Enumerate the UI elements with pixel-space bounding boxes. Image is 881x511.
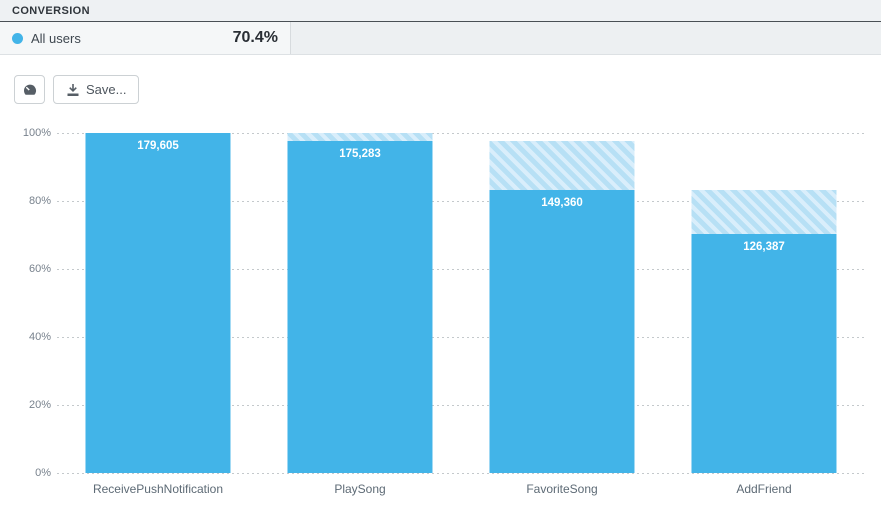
x-axis-category-label: ReceivePushNotification	[92, 482, 224, 496]
funnel-chart-x-labels: ReceivePushNotification PlaySong FavoriteS…	[57, 482, 865, 498]
legend-series-all-users[interactable]: All users 70.4%	[0, 22, 290, 54]
y-axis-tick-label: 60%	[28, 263, 51, 275]
funnel-bar[interactable]: 126,387	[691, 233, 837, 473]
funnel-bar[interactable]: 175,283	[287, 141, 433, 473]
conversion-header: CONVERSION	[0, 0, 881, 22]
funnel-chart-plot: 0% 20% 40% 60% 80% 100% 179,605 175,283 149,360 1…	[23, 127, 865, 479]
legend-row-spacer	[290, 22, 881, 54]
y-axis-tick-label: 20%	[28, 399, 51, 411]
y-axis-tick-label: 100%	[22, 127, 51, 139]
legend-row: All users 70.4%	[0, 22, 881, 55]
gridline-80	[57, 201, 865, 202]
save-button[interactable]: Save...	[53, 75, 140, 104]
save-button-label: Save...	[86, 82, 127, 97]
funnel-bar-slot: 149,360	[461, 133, 663, 473]
bar-value-label: 149,360	[541, 197, 583, 210]
gridline-0	[57, 473, 865, 474]
funnel-dropoff-segment[interactable]	[489, 141, 635, 191]
y-axis-tick-label: 40%	[28, 331, 51, 343]
funnel-bar-slot: 126,387	[663, 133, 865, 473]
conversion-rate: 70.4%	[232, 29, 278, 46]
toolbar: Save...	[0, 55, 881, 104]
y-axis-tick-label: 0%	[35, 467, 51, 479]
gridline-100	[57, 133, 865, 134]
bar-value-label: 126,387	[743, 240, 785, 253]
x-axis-category-label: PlaySong	[334, 482, 386, 496]
x-axis-category-label: AddFriend	[736, 482, 792, 496]
funnel-bar[interactable]: 149,360	[489, 190, 635, 473]
series-color-dot	[12, 32, 23, 44]
funnel-dropoff-segment[interactable]	[691, 190, 837, 234]
gauge-icon	[22, 82, 38, 98]
funnel-bar[interactable]: 179,605	[85, 133, 231, 473]
download-icon	[66, 83, 80, 97]
funnel-bar-slot: 179,605	[57, 133, 259, 473]
y-axis-tick-label: 80%	[28, 195, 51, 207]
gridline-20	[57, 405, 865, 406]
funnel-bar-slot: 175,283	[259, 133, 461, 473]
x-axis-category-label: FavoriteSong	[526, 482, 598, 496]
bar-value-label: 179,605	[137, 140, 179, 152]
gridline-40	[57, 337, 865, 338]
funnel-dropoff-segment[interactable]	[287, 133, 433, 142]
series-label: All users	[31, 30, 81, 46]
dashboard-button[interactable]	[14, 75, 45, 104]
page-title: CONVERSION	[12, 4, 90, 17]
bar-value-label: 175,283	[339, 148, 381, 161]
gridline-60	[57, 269, 865, 270]
